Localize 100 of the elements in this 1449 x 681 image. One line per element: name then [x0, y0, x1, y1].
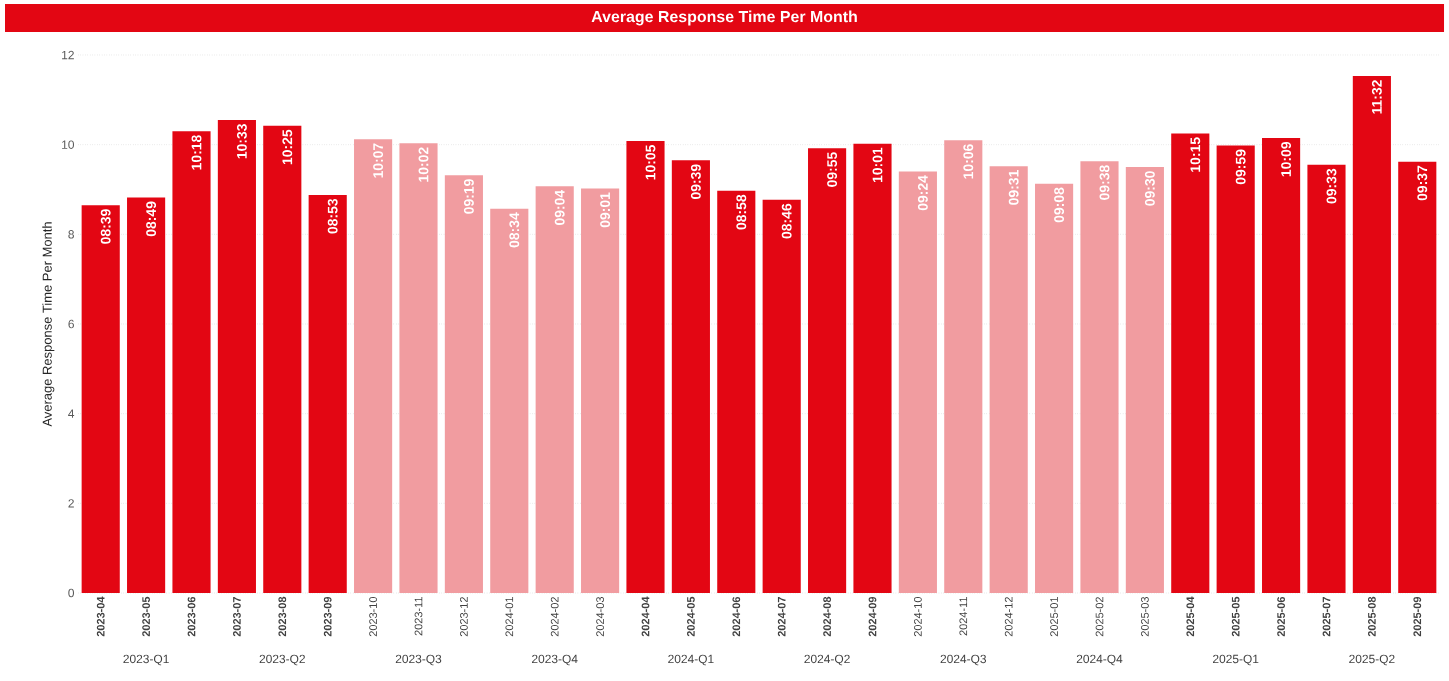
bar: [989, 166, 1028, 593]
data-label: 10:15: [1190, 137, 1201, 172]
data-label: 09:31: [1008, 170, 1019, 205]
chart-title: Average Response Time Per Month: [591, 10, 857, 26]
x-tick-label: 2023-06: [187, 596, 196, 637]
data-label: 09:33: [1326, 168, 1337, 204]
data-label: 08:39: [100, 209, 111, 244]
x-tick-label: 2023-07: [233, 597, 241, 637]
bar: [535, 186, 574, 593]
y-tick-label: 12: [62, 50, 74, 60]
text: 2023-Q2: [259, 654, 305, 666]
bar: [717, 190, 756, 593]
text: 2023-Q4: [532, 654, 578, 666]
text: 2025-Q2: [1349, 654, 1395, 666]
text: 2024-Q1: [668, 654, 714, 666]
bar: [581, 188, 620, 593]
x-tick-label: 2025-03: [1141, 597, 1149, 637]
y-tick-label: 0: [68, 588, 75, 598]
bar: [399, 143, 438, 593]
text: 2023-Q1: [123, 654, 169, 666]
y-tick-label: 4: [68, 409, 75, 418]
y-tick-label: 10: [62, 140, 75, 149]
x-tick-label: 2023-08: [278, 596, 287, 637]
bar: [172, 131, 211, 593]
data-label: 09:55: [827, 152, 838, 187]
text: 2025-Q1: [1213, 654, 1259, 666]
x-tick-label: 2024-09: [868, 596, 877, 637]
data-label: 09:01: [600, 192, 611, 228]
x-tick-label: 2024-11: [959, 597, 968, 636]
bar: [1398, 161, 1437, 593]
bar: [1125, 167, 1164, 593]
data-label: 09:08: [1054, 187, 1065, 223]
x-tick-label: 2023-12: [460, 597, 468, 637]
x-tick-label: 2023-04: [96, 596, 105, 637]
data-label: 10:06: [963, 144, 974, 179]
x-tick-label: 2024-03: [596, 597, 604, 637]
x-tick-label: 2024-10: [914, 596, 922, 637]
data-label: 10:09: [1281, 141, 1292, 177]
bar: [944, 140, 983, 593]
data-label: 10:07: [373, 143, 384, 178]
bar: [898, 171, 937, 593]
bar: [1262, 137, 1301, 593]
x-tick-label: 2023-09: [323, 596, 332, 637]
data-label: 09:39: [690, 164, 701, 199]
y-tick-label: 8: [68, 230, 74, 239]
x-tick-label: 2024-08: [823, 596, 831, 637]
data-label: 10:02: [418, 147, 429, 182]
text: 2024-Q3: [940, 654, 987, 666]
data-label: 09:24: [917, 175, 928, 211]
data-label: 10:18: [191, 135, 202, 170]
data-label: 08:53: [327, 198, 338, 234]
x-tick-label: 2024-06: [732, 596, 741, 637]
x-tick-label: 2024-02: [550, 597, 559, 637]
bar: [490, 208, 529, 593]
x-tick-label: 2024-07: [777, 597, 786, 637]
bar: [308, 194, 347, 593]
x-tick-label: 2025-07: [1322, 597, 1331, 637]
data-label: 10:05: [645, 144, 656, 180]
x-tick-label: 2025-09: [1413, 596, 1422, 637]
data-label: 09:38: [1099, 165, 1110, 200]
bar: [1216, 145, 1255, 593]
bar: [1352, 76, 1391, 593]
bar: [808, 148, 847, 593]
x-tick-label: 2023-10: [369, 596, 377, 637]
x-tick-label: 2025-04: [1186, 596, 1195, 637]
data-label: 10:01: [872, 147, 883, 183]
x-tick-label: 2023-05: [142, 596, 150, 637]
y-tick-label: 6: [68, 319, 74, 329]
bar: [1035, 183, 1074, 593]
bar: [81, 205, 120, 593]
data-label: 09:30: [1144, 171, 1155, 206]
data-label: 09:37: [1417, 165, 1428, 201]
data-label: 08:46: [781, 203, 792, 239]
data-label: 08:49: [146, 201, 157, 237]
bar: [762, 199, 801, 593]
data-label: 10:25: [282, 129, 293, 165]
x-tick-label: 2025-05: [1231, 596, 1240, 637]
data-label: 08:34: [509, 212, 520, 248]
bar: [1080, 161, 1119, 593]
bar: [263, 125, 302, 593]
bar: [444, 175, 483, 593]
data-label: 10:33: [236, 124, 247, 159]
x-tick-label: 2025-08: [1368, 596, 1376, 637]
text: 2024-Q4: [1076, 654, 1123, 666]
x-tick-label: 2024-05: [687, 596, 695, 637]
bar: [1307, 164, 1346, 593]
data-label: 11:32: [1371, 80, 1382, 114]
x-tick-label: 2025-06: [1277, 596, 1285, 637]
bar: [1171, 133, 1210, 593]
data-label: 09:19: [463, 179, 474, 214]
bar: [217, 120, 256, 593]
x-tick-label: 2025-02: [1095, 597, 1104, 637]
bar: [671, 160, 710, 593]
x-tick-label: 2024-04: [641, 596, 650, 637]
data-label: 09:59: [1235, 149, 1246, 185]
x-tick-label: 2023-11: [414, 597, 423, 636]
bar: [127, 197, 166, 593]
x-tick-label: 2024-01: [505, 597, 514, 637]
bar: [853, 143, 892, 593]
text: 2023-Q3: [395, 654, 442, 666]
